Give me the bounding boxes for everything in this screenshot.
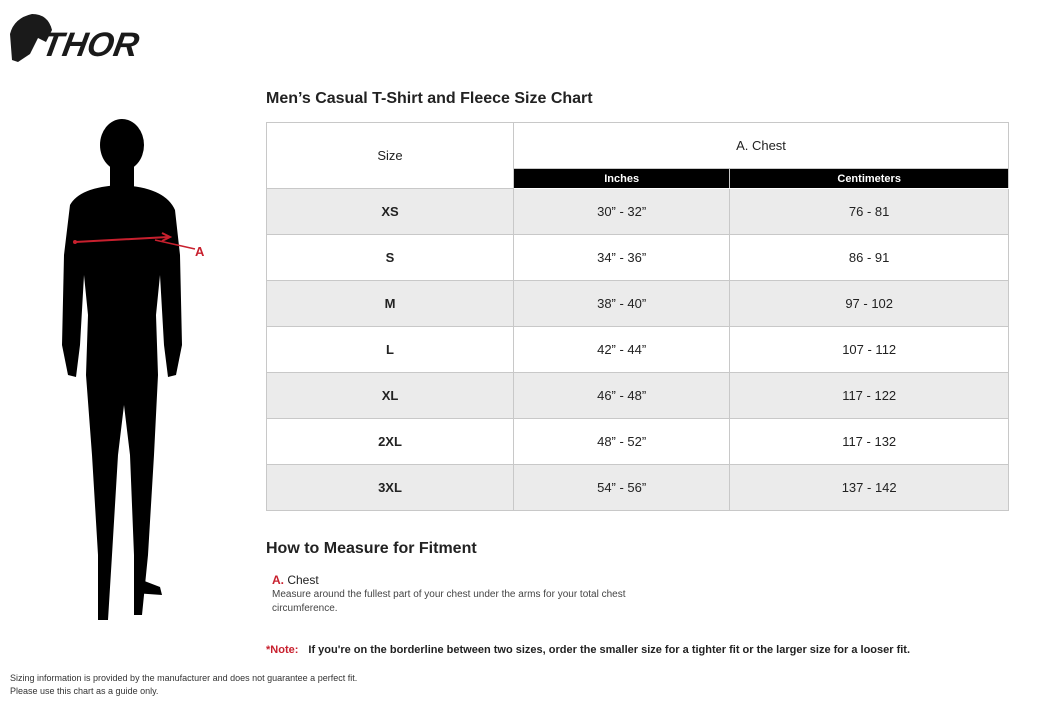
inches-cell: 54” - 56” [512,464,731,511]
inches-cell: 38” - 40” [512,280,731,327]
size-header: Size [266,122,514,189]
size-cell: M [266,280,514,327]
note-text: If you're on the borderline between two … [308,644,911,656]
size-cell: XL [266,372,514,419]
fit-note: *Note: If you're on the borderline betwee… [266,644,910,656]
disclaimer-line: Please use this chart as a guide only. [10,686,159,696]
centimeters-cell: 97 - 102 [729,280,1009,327]
thor-logo: THOR [8,12,168,69]
centimeters-cell: 76 - 81 [729,188,1009,235]
inches-cell: 42” - 44” [512,326,731,373]
centimeters-cell: 107 - 112 [729,326,1009,373]
size-cell: XS [266,188,514,235]
table-row: M 38” - 40” 97 - 102 [266,280,1009,327]
centimeters-cell: 86 - 91 [729,234,1009,281]
size-table: Size A. Chest Inches Centimeters XS 30” -… [266,122,1009,511]
disclaimer: Sizing information is provided by the ma… [10,672,357,698]
marker-label-a: A [195,244,205,259]
logo-text: THOR [39,26,142,64]
measure-letter: A. [272,573,284,587]
table-row: 2XL 48” - 52” 117 - 132 [266,418,1009,465]
inches-header: Inches [512,168,731,189]
size-cell: S [266,234,514,281]
size-cell: 3XL [266,464,514,511]
centimeters-header: Centimeters [729,168,1009,189]
inches-cell: 48” - 52” [512,418,731,465]
centimeters-cell: 137 - 142 [729,464,1009,511]
table-row: XS 30” - 32” 76 - 81 [266,188,1009,235]
table-row: L 42” - 44” 107 - 112 [266,326,1009,373]
size-cell: 2XL [266,418,514,465]
note-label: *Note: [266,644,299,656]
inches-cell: 34” - 36” [512,234,731,281]
table-row: S 34” - 36” 86 - 91 [266,234,1009,281]
chest-header: A. Chest [513,122,1009,169]
howto-title: How to Measure for Fitment [266,540,477,557]
centimeters-cell: 117 - 122 [729,372,1009,419]
measure-description: Measure around the fullest part of your … [272,589,626,614]
body-silhouette: A [30,115,220,640]
inches-cell: 46” - 48” [512,372,731,419]
measure-item-chest: A. Chest [272,573,319,587]
size-cell: L [266,326,514,373]
centimeters-cell: 117 - 132 [729,418,1009,465]
page-title: Men’s Casual T-Shirt and Fleece Size Cha… [266,90,593,107]
table-row: 3XL 54” - 56” 137 - 142 [266,464,1009,511]
table-row: XL 46” - 48” 117 - 122 [266,372,1009,419]
chest-measure-line [74,236,169,243]
inches-cell: 30” - 32” [512,188,731,235]
measure-label: Chest [287,573,319,587]
disclaimer-line: Sizing information is provided by the ma… [10,673,358,683]
